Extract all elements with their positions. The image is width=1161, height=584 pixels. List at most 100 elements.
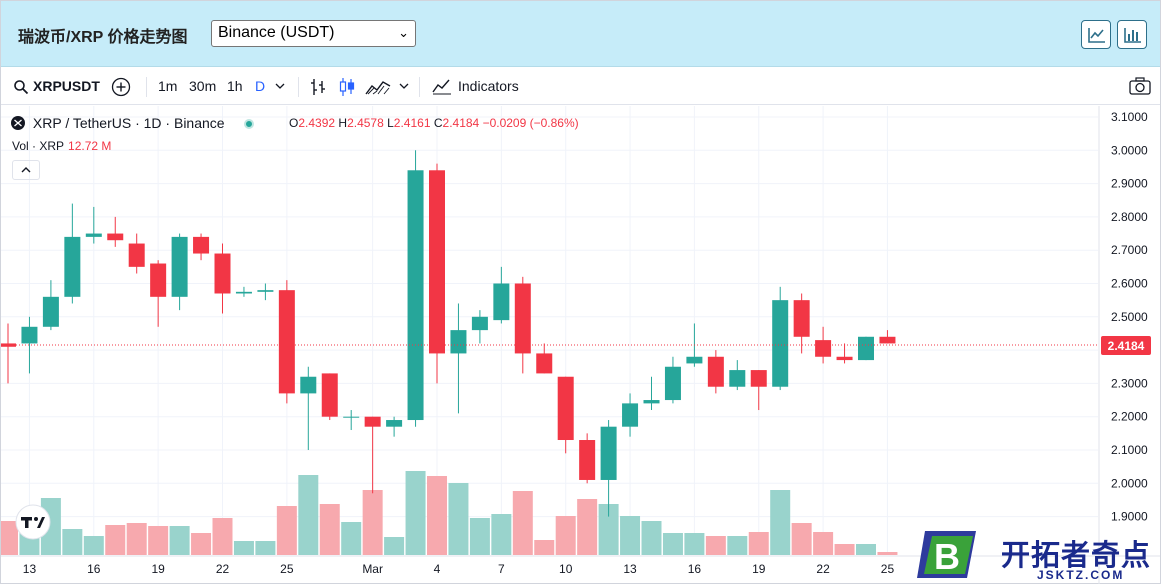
candle-body	[600, 426, 617, 480]
candle-body	[579, 440, 596, 480]
y-tick-label: 2.7000	[1111, 243, 1148, 257]
candle-body	[42, 296, 59, 327]
candle-body	[343, 416, 360, 418]
y-tick-label: 2.6000	[1111, 277, 1148, 291]
ohlc-values: O2.4392 H2.4578 L2.4161 C2.4184 −0.0209 …	[289, 116, 579, 130]
high-label: H	[338, 116, 348, 130]
collapse-legend-button[interactable]	[12, 160, 40, 180]
bar-chart-icon	[1124, 28, 1141, 43]
x-tick-label: 22	[816, 562, 830, 576]
search-icon[interactable]	[13, 79, 29, 95]
volume-bar	[877, 552, 898, 555]
candle-body	[729, 370, 746, 387]
add-symbol-icon[interactable]	[111, 77, 131, 97]
candle-body	[386, 420, 403, 427]
candle-body	[536, 353, 553, 374]
candle-body	[707, 356, 724, 387]
x-tick-label: 19	[752, 562, 766, 576]
candle-body	[321, 373, 338, 417]
chevron-down-icon[interactable]	[399, 83, 409, 89]
bars-style-icon[interactable]	[310, 77, 326, 97]
indicators-icon[interactable]	[432, 77, 452, 95]
divider	[419, 77, 420, 97]
candle-body	[85, 233, 102, 237]
candle-body	[429, 170, 445, 354]
volume-bar	[255, 541, 276, 555]
volume-bar	[126, 523, 147, 555]
candle-body	[858, 336, 874, 361]
candle-body	[450, 330, 467, 354]
volume-bar	[534, 540, 555, 555]
candle-body	[64, 236, 81, 297]
x-tick-label: 10	[559, 562, 573, 576]
volume-bar	[62, 529, 83, 555]
bar-chart-button[interactable]	[1117, 20, 1147, 49]
x-tick-label: 16	[87, 562, 101, 576]
candle-body	[278, 290, 295, 394]
volume-bar	[469, 518, 490, 555]
exchange-select[interactable]: Binance (USDT) ⌄	[211, 20, 416, 47]
volume-legend: Vol · XRP 12.72 M	[12, 139, 111, 153]
volume-bar	[448, 483, 469, 555]
y-tick-label: 3.1000	[1111, 110, 1148, 124]
line-chart-icon	[1088, 28, 1105, 43]
candle-body	[407, 170, 424, 421]
page-title: 瑞波币/XRP 价格走势图	[18, 29, 188, 46]
low-label: L	[387, 116, 394, 130]
interval-1h[interactable]: 1h	[227, 78, 243, 94]
x-tick-label: Mar	[362, 562, 383, 576]
x-tick-label: 4	[434, 562, 441, 576]
candle-body	[664, 366, 681, 401]
candle-body	[364, 416, 381, 427]
chevron-down-icon[interactable]	[275, 83, 285, 89]
change-value: −0.0209 (−0.86%)	[482, 116, 579, 130]
open-label: O	[289, 116, 299, 130]
volume-bar	[705, 536, 726, 555]
volume-bar	[598, 504, 619, 555]
volume-bar	[105, 525, 126, 555]
candle-body	[235, 291, 252, 294]
y-tick-label: 1.9000	[1111, 510, 1148, 524]
legend-title: XRP / TetherUS · 1D · Binance	[32, 115, 225, 131]
candle-body	[750, 370, 767, 387]
interval-30m[interactable]: 30m	[189, 78, 217, 94]
tradingview-logo-icon	[15, 504, 51, 540]
chevron-down-icon: ⌄	[398, 25, 409, 40]
volume-bar	[555, 516, 576, 555]
candle-body	[150, 263, 167, 297]
line-chart-button[interactable]	[1081, 20, 1111, 49]
brand-logo-icon: B	[917, 531, 976, 578]
volume-bar	[684, 533, 705, 555]
volume-bar	[276, 506, 297, 555]
x-tick-label: 19	[151, 562, 165, 576]
x-tick-label: 13	[23, 562, 37, 576]
open-value: 2.4392	[298, 116, 336, 130]
candle-body	[772, 300, 789, 387]
candle-body	[107, 233, 124, 241]
area-style-icon[interactable]	[365, 78, 391, 96]
volume-bar	[727, 536, 748, 555]
volume-bar	[148, 526, 169, 555]
x-tick-label: 25	[280, 562, 294, 576]
candle-body	[557, 376, 574, 441]
high-value: 2.4578	[347, 116, 384, 130]
low-value: 2.4161	[393, 116, 431, 130]
chart-area[interactable]: 3.1000 3.0000 2.9000 2.8000 2.7000 2.6000 2.50…	[1, 106, 1160, 584]
symbol-label[interactable]: XRPUSDT	[33, 78, 100, 94]
volume-bar	[791, 523, 812, 555]
candle-body	[171, 236, 188, 297]
candle-body	[815, 340, 832, 357]
candlestick-chart[interactable]: 3.1000 3.0000 2.9000 2.8000 2.7000 2.6000 2.50…	[1, 106, 1160, 584]
volume-bar	[856, 544, 876, 555]
candle-body	[1, 343, 16, 347]
camera-icon[interactable]	[1129, 77, 1151, 95]
volume-label: Vol · XRP	[12, 139, 65, 153]
interval-1m[interactable]: 1m	[158, 78, 178, 94]
y-tick-label: 2.9000	[1111, 177, 1148, 191]
interval-d[interactable]: D	[255, 78, 266, 94]
candles-style-icon[interactable]	[339, 77, 355, 97]
x-tick-label: 7	[498, 562, 505, 576]
volume-bar	[620, 516, 641, 555]
indicators-button[interactable]: Indicators	[458, 78, 519, 94]
y-tick-label: 2.1000	[1111, 443, 1148, 457]
